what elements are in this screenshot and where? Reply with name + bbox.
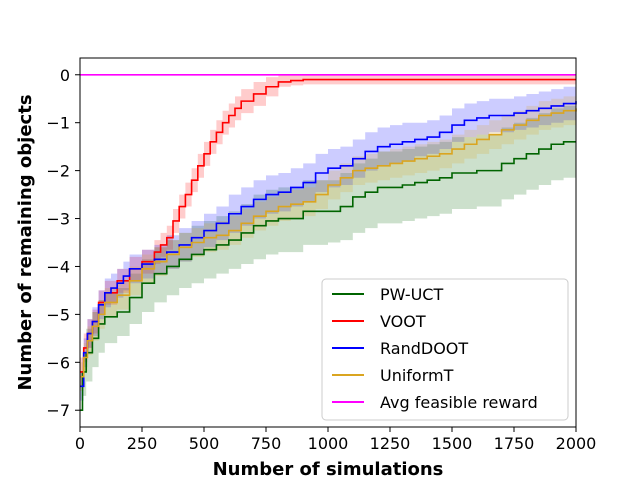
y-tick-label: −5 [46, 305, 70, 324]
y-tick-label: −1 [46, 114, 70, 133]
x-tick-label: 1500 [432, 434, 473, 453]
band-uniformt [80, 93, 576, 392]
y-axis-ticks: 0 −1 −2 −3 −4 −5 −6 −7 [46, 66, 80, 420]
legend-label: VOOT [380, 312, 426, 331]
y-axis-label: Number of remaining objects [15, 94, 36, 390]
x-axis-ticks: 0 250 500 750 1000 1250 1500 1750 2000 [75, 427, 596, 453]
legend-label: PW-UCT [380, 285, 443, 304]
y-tick-label: −6 [46, 353, 70, 372]
band-pw-uct [80, 105, 576, 411]
x-tick-label: 1250 [370, 434, 411, 453]
band-voot [80, 74, 576, 387]
line-randdoot [80, 101, 577, 388]
x-tick-label: 0 [75, 434, 85, 453]
legend-label: RandDOOT [380, 339, 468, 358]
y-tick-label: −7 [46, 401, 70, 420]
y-tick-label: −3 [46, 210, 70, 229]
x-tick-label: 2000 [556, 434, 597, 453]
x-tick-label: 750 [251, 434, 282, 453]
legend: PW-UCT VOOT RandDOOT UniformT Avg feasible r… [321, 278, 569, 421]
series-lines [80, 73, 577, 412]
legend-box [321, 278, 569, 421]
x-tick-label: 1750 [494, 434, 535, 453]
x-tick-label: 250 [127, 434, 158, 453]
legend-label: UniformT [380, 366, 454, 385]
x-axis-label: Number of simulations [213, 459, 444, 480]
x-tick-label: 500 [189, 434, 220, 453]
legend-label: Avg feasible reward [380, 393, 538, 412]
confidence-bands [80, 74, 576, 411]
y-tick-label: −4 [46, 257, 70, 276]
y-tick-label: 0 [60, 66, 70, 85]
x-tick-label: 1000 [308, 434, 349, 453]
line-pw-uct [80, 141, 576, 412]
y-tick-label: −2 [46, 162, 70, 181]
line-uniformt [80, 108, 577, 378]
band-randdoot [80, 84, 576, 401]
